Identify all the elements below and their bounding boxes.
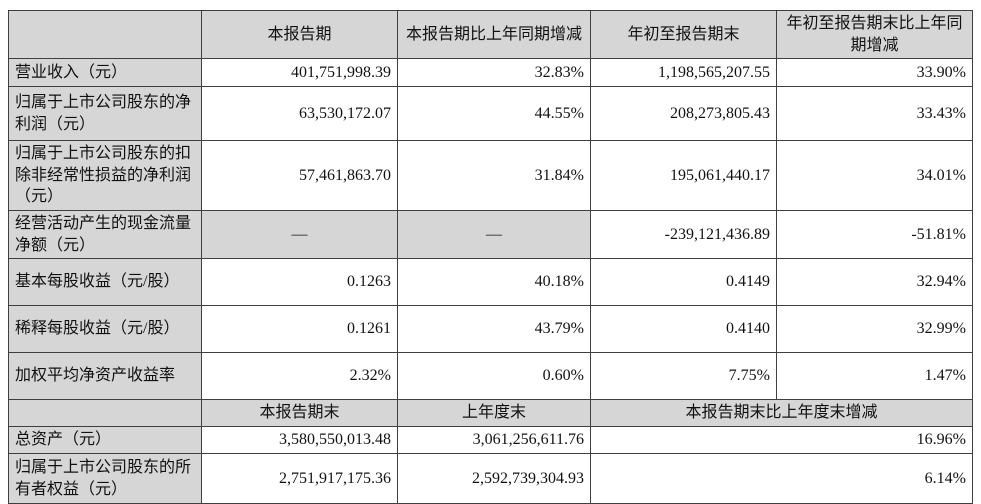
cell-value: 40.18% <box>397 258 591 307</box>
cell-value: 208,273,805.43 <box>590 86 777 142</box>
row-label: 归属于上市公司股东的扣除非经常性损益的净利润（元） <box>8 140 202 211</box>
cell-value: 16.96% <box>590 426 973 455</box>
cell-value: 2,751,917,175.36 <box>201 453 398 504</box>
cell-value: -239,121,436.89 <box>590 209 777 260</box>
cell-value: 33.90% <box>776 58 973 88</box>
table-header-row-1: 本报告期 本报告期比上年同期增减 年初至报告期末 年初至报告期末比上年同期增减 <box>8 9 973 60</box>
table-row-net-profit-excl-nonrecurring: 归属于上市公司股东的扣除非经常性损益的净利润（元） 57,461,863.70 … <box>8 140 973 211</box>
table-row-diluted-eps: 稀释每股收益（元/股） 0.1261 43.79% 0.4140 32.99% <box>8 305 973 354</box>
col-header-current-period-yoy: 本报告期比上年同期增减 <box>397 9 591 60</box>
row-label: 归属于上市公司股东的净利润（元） <box>8 86 202 142</box>
cell-value: 2,592,739,304.93 <box>397 453 591 504</box>
cell-value: 34.01% <box>776 140 973 211</box>
table-row-weighted-avg-roe: 加权平均净资产收益率 2.32% 0.60% 7.75% 1.47% <box>8 352 973 401</box>
corner-cell <box>8 9 202 60</box>
cell-value: 401,751,998.39 <box>201 58 398 88</box>
cell-value: 3,061,256,611.76 <box>397 426 591 455</box>
table-row-basic-eps: 基本每股收益（元/股） 0.1263 40.18% 0.4149 32.94% <box>8 258 973 307</box>
col-header-ytd: 年初至报告期末 <box>590 9 777 60</box>
row-label: 归属于上市公司股东的所有者权益（元） <box>8 453 202 504</box>
cell-value: 0.1263 <box>201 258 398 307</box>
cell-value: 31.84% <box>397 140 591 211</box>
cell-value: 2.32% <box>201 352 398 401</box>
col-header-prior-year-end: 上年度末 <box>397 399 591 428</box>
row-label: 稀释每股收益（元/股） <box>8 305 202 354</box>
table-row-total-assets: 总资产（元） 3,580,550,013.48 3,061,256,611.76… <box>8 426 973 455</box>
cell-value: 0.1261 <box>201 305 398 354</box>
cell-value: 1.47% <box>776 352 973 401</box>
table-row-net-profit: 归属于上市公司股东的净利润（元） 63,530,172.07 44.55% 20… <box>8 86 973 142</box>
cell-value: 32.83% <box>397 58 591 88</box>
cell-value: 63,530,172.07 <box>201 86 398 142</box>
key-financials-table: 本报告期 本报告期比上年同期增减 年初至报告期末 年初至报告期末比上年同期增减 … <box>8 9 973 504</box>
cell-not-applicable: — <box>397 209 591 260</box>
cell-not-applicable: — <box>201 209 398 260</box>
cell-value: 32.99% <box>776 305 973 354</box>
row-label: 基本每股收益（元/股） <box>8 258 202 307</box>
table-row-shareholders-equity: 归属于上市公司股东的所有者权益（元） 2,751,917,175.36 2,59… <box>8 453 973 504</box>
cell-value: 7.75% <box>590 352 777 401</box>
cell-value: 57,461,863.70 <box>201 140 398 211</box>
cell-value: 0.4140 <box>590 305 777 354</box>
table-header-row-2: 本报告期末 上年度末 本报告期末比上年度末增减 <box>8 399 973 428</box>
cell-value: 6.14% <box>590 453 973 504</box>
cell-value: 32.94% <box>776 258 973 307</box>
row-label: 经营活动产生的现金流量净额（元） <box>8 209 202 260</box>
cell-value: 44.55% <box>397 86 591 142</box>
row-label: 营业收入（元） <box>8 58 202 88</box>
row-label: 加权平均净资产收益率 <box>8 352 202 401</box>
col-header-period-end-vs-prior: 本报告期末比上年度末增减 <box>590 399 973 428</box>
cell-value: 1,198,565,207.55 <box>590 58 777 88</box>
table-row-revenue: 营业收入（元） 401,751,998.39 32.83% 1,198,565,… <box>8 58 973 88</box>
row-label: 总资产（元） <box>8 426 202 455</box>
cell-value: -51.81% <box>776 209 973 260</box>
table-row-operating-cash-flow: 经营活动产生的现金流量净额（元） — — -239,121,436.89 -51… <box>8 209 973 260</box>
corner-cell <box>8 399 202 428</box>
col-header-period-end: 本报告期末 <box>201 399 398 428</box>
cell-value: 0.60% <box>397 352 591 401</box>
cell-value: 0.4149 <box>590 258 777 307</box>
cell-value: 33.43% <box>776 86 973 142</box>
cell-value: 195,061,440.17 <box>590 140 777 211</box>
cell-value: 3,580,550,013.48 <box>201 426 398 455</box>
cell-value: 43.79% <box>397 305 591 354</box>
col-header-ytd-yoy: 年初至报告期末比上年同期增减 <box>776 9 973 60</box>
col-header-current-period: 本报告期 <box>201 9 398 60</box>
